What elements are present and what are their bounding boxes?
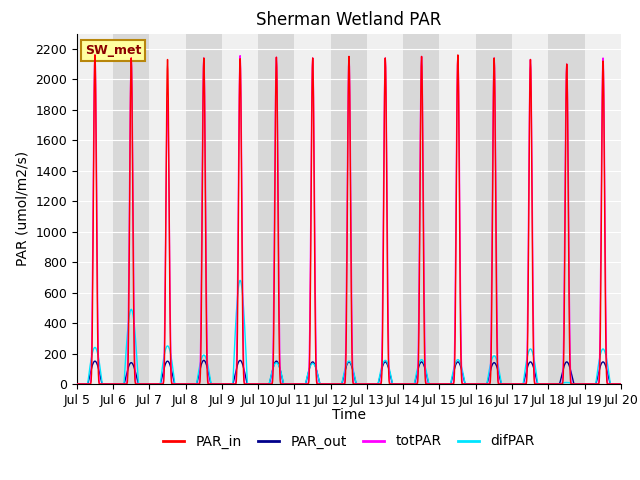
difPAR	[553, 381, 561, 387]
Line: PAR_out: PAR_out	[77, 360, 621, 384]
difPAR	[236, 277, 244, 283]
PAR_in	[91, 52, 99, 58]
PAR_out	[434, 381, 442, 387]
Line: difPAR: difPAR	[77, 280, 621, 384]
PAR_in	[255, 381, 263, 387]
Bar	[294, 34, 331, 384]
difPAR	[180, 381, 188, 387]
PAR_out	[194, 376, 202, 382]
difPAR	[617, 381, 625, 387]
X-axis label: Time: Time	[332, 408, 366, 422]
Text: SW_met: SW_met	[85, 44, 141, 57]
PAR_in	[505, 381, 513, 387]
Bar	[77, 34, 113, 384]
difPAR	[434, 381, 442, 387]
PAR_in	[181, 381, 189, 387]
Bar	[512, 34, 548, 384]
Y-axis label: PAR (umol/m2/s): PAR (umol/m2/s)	[15, 151, 29, 266]
Bar	[367, 34, 403, 384]
Line: totPAR: totPAR	[77, 55, 621, 384]
totPAR	[255, 381, 263, 387]
PAR_out	[180, 381, 188, 387]
PAR_out	[505, 381, 513, 387]
totPAR	[181, 381, 189, 387]
totPAR	[91, 52, 99, 58]
PAR_out	[255, 381, 263, 387]
difPAR	[194, 373, 202, 379]
PAR_in	[553, 381, 561, 387]
PAR_out	[553, 381, 561, 387]
Bar	[222, 34, 258, 384]
Bar	[440, 34, 476, 384]
Bar	[584, 34, 621, 384]
PAR_in	[617, 381, 625, 387]
totPAR	[434, 381, 442, 387]
Bar	[149, 34, 186, 384]
totPAR	[73, 381, 81, 387]
Legend: PAR_in, PAR_out, totPAR, difPAR: PAR_in, PAR_out, totPAR, difPAR	[158, 429, 540, 454]
totPAR	[195, 381, 202, 387]
PAR_out	[617, 381, 625, 387]
totPAR	[617, 381, 625, 387]
totPAR	[505, 381, 513, 387]
PAR_out	[73, 381, 81, 387]
PAR_in	[434, 381, 442, 387]
PAR_in	[195, 381, 202, 387]
difPAR	[505, 381, 513, 387]
PAR_out	[200, 358, 207, 363]
totPAR	[553, 381, 561, 387]
Line: PAR_in: PAR_in	[77, 55, 621, 384]
difPAR	[255, 381, 263, 387]
PAR_in	[73, 381, 81, 387]
difPAR	[73, 381, 81, 387]
Title: Sherman Wetland PAR: Sherman Wetland PAR	[256, 11, 442, 29]
